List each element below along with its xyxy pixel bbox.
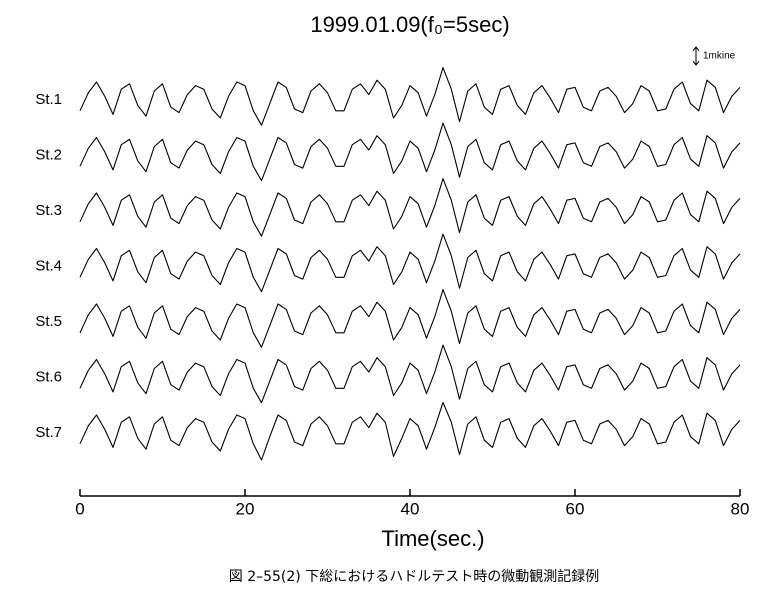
caption: 図 2–55(2) 下総におけるハドルテスト時の微動観測記録例 [229, 568, 599, 585]
x-axis-label: Time(sec.) [381, 526, 484, 551]
x-tick-label: 80 [731, 499, 750, 518]
trace [79, 67, 741, 126]
trace [79, 401, 741, 461]
x-tick-label: 40 [401, 499, 420, 518]
scale-label: 1mkine [703, 51, 736, 62]
trace-label: St.7 [35, 424, 62, 441]
trace-label: St.4 [35, 257, 62, 274]
trace [79, 289, 741, 348]
x-tick-label: 0 [75, 499, 84, 518]
x-tick-label: 60 [566, 499, 585, 518]
trace-label: St.6 [35, 368, 62, 385]
trace [79, 233, 741, 293]
x-tick-label: 20 [236, 499, 255, 518]
trace-label: St.1 [35, 91, 62, 108]
trace [79, 178, 741, 237]
trace-label: St.3 [35, 202, 62, 219]
trace [79, 344, 741, 404]
trace-label: St.2 [35, 146, 62, 163]
scale-bar [692, 46, 700, 66]
chart-title: 1999.01.09(f₀=5sec) [310, 12, 509, 37]
trace-label: St.5 [35, 313, 62, 330]
trace [79, 122, 741, 182]
